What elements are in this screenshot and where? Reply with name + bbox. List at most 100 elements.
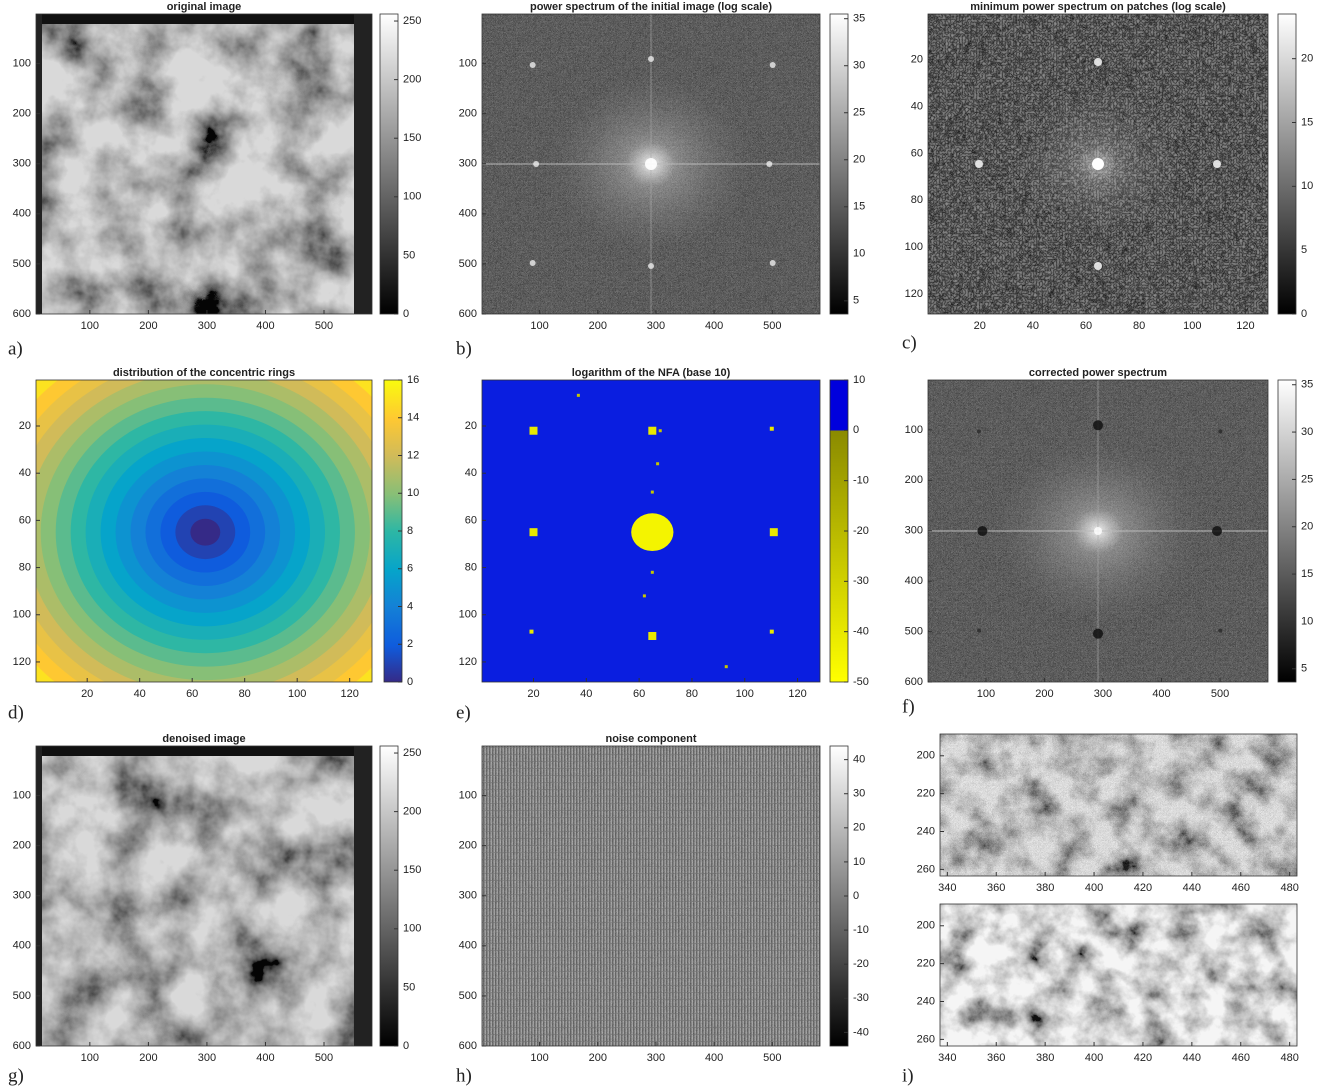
y-tick-label: 60 bbox=[465, 514, 477, 526]
colorbar-tick-label: 14 bbox=[407, 412, 419, 424]
spot bbox=[977, 429, 981, 433]
panel-label: a) bbox=[8, 338, 23, 359]
panel-label: c) bbox=[902, 332, 917, 353]
y-tick-label: 120 bbox=[13, 656, 31, 668]
panel-title: denoised image bbox=[162, 733, 245, 745]
y-tick-label: 80 bbox=[911, 194, 923, 206]
y-tick-label: 220 bbox=[917, 958, 935, 970]
colorbar-tick-label: 8 bbox=[407, 525, 413, 537]
colorbar-tick-label: 5 bbox=[1301, 244, 1307, 256]
x-tick-label: 100 bbox=[288, 688, 306, 700]
x-tick-label: 80 bbox=[686, 688, 698, 700]
panel-label: h) bbox=[456, 1065, 472, 1086]
x-tick-label: 400 bbox=[256, 320, 274, 332]
colorbar-tick-label: 250 bbox=[403, 15, 421, 27]
colorbar-tick-label: 50 bbox=[403, 981, 415, 993]
x-tick-label: 100 bbox=[530, 320, 548, 332]
panel-title: noise component bbox=[605, 733, 696, 745]
colorbar-tick-label: 20 bbox=[853, 154, 865, 166]
panel-label: e) bbox=[456, 702, 471, 723]
image bbox=[482, 380, 820, 682]
x-tick-label: 460 bbox=[1232, 882, 1250, 894]
spot bbox=[766, 161, 772, 167]
x-tick-label: 400 bbox=[705, 1052, 723, 1064]
x-tick-label: 440 bbox=[1183, 1052, 1201, 1064]
y-tick-label: 80 bbox=[19, 561, 31, 573]
colorbar-tick-label: 15 bbox=[853, 201, 865, 213]
y-tick-label: 220 bbox=[917, 788, 935, 800]
image-border bbox=[354, 14, 372, 314]
colorbar-tick-label: 200 bbox=[403, 806, 421, 818]
colorbar bbox=[1278, 380, 1296, 682]
colorbar-tick-label: -20 bbox=[853, 958, 869, 970]
y-tick-label: 20 bbox=[911, 54, 923, 66]
y-tick-label: 120 bbox=[459, 656, 477, 668]
nfa-spot bbox=[648, 632, 656, 640]
image-border bbox=[354, 746, 372, 1046]
colorbar-tick-label: 30 bbox=[1301, 426, 1313, 438]
nfa-blob bbox=[631, 513, 673, 551]
colorbar-tick-label: 15 bbox=[1301, 116, 1313, 128]
y-tick-label: 200 bbox=[459, 108, 477, 120]
spot bbox=[530, 62, 536, 68]
spot bbox=[975, 160, 983, 168]
y-tick-label: 600 bbox=[905, 676, 923, 688]
y-tick-label: 100 bbox=[905, 241, 923, 253]
nfa-dot bbox=[643, 594, 646, 597]
colorbar-tick-label: 20 bbox=[853, 822, 865, 834]
x-tick-label: 40 bbox=[580, 688, 592, 700]
y-tick-label: 240 bbox=[917, 825, 935, 837]
panel-title: minimum power spectrum on patches (log s… bbox=[970, 1, 1226, 13]
colorbar-tick-label: 0 bbox=[1301, 308, 1307, 320]
colorbar-tick-label: 0 bbox=[853, 424, 859, 436]
panel-title: corrected power spectrum bbox=[1029, 367, 1167, 379]
x-tick-label: 440 bbox=[1183, 882, 1201, 894]
x-tick-label: 200 bbox=[139, 1052, 157, 1064]
x-tick-label: 20 bbox=[974, 320, 986, 332]
image bbox=[928, 380, 1268, 682]
x-tick-label: 40 bbox=[134, 688, 146, 700]
y-tick-label: 120 bbox=[905, 288, 923, 300]
nfa-dot bbox=[651, 491, 654, 494]
colorbar bbox=[380, 14, 398, 314]
y-tick-label: 600 bbox=[459, 308, 477, 320]
x-tick-label: 120 bbox=[341, 688, 359, 700]
nfa-spot bbox=[529, 528, 537, 536]
nfa-spot bbox=[770, 630, 774, 634]
colorbar-tick-label: 100 bbox=[403, 191, 421, 203]
colorbar-tick-label: 0 bbox=[403, 1040, 409, 1052]
x-tick-label: 120 bbox=[1236, 320, 1254, 332]
spot bbox=[977, 629, 981, 633]
colorbar-tick-label: 200 bbox=[403, 74, 421, 86]
x-tick-label: 40 bbox=[1027, 320, 1039, 332]
colorbar-tick-label: 20 bbox=[1301, 521, 1313, 533]
y-tick-label: 40 bbox=[19, 467, 31, 479]
nfa-spot bbox=[770, 528, 778, 536]
x-tick-label: 20 bbox=[527, 688, 539, 700]
colorbar-tick-label: 0 bbox=[853, 890, 859, 902]
y-tick-label: 600 bbox=[459, 1040, 477, 1052]
x-tick-label: 300 bbox=[1094, 688, 1112, 700]
nfa-dot bbox=[725, 665, 728, 668]
spot bbox=[770, 260, 776, 266]
nfa-dot bbox=[659, 429, 662, 432]
image-shade bbox=[36, 746, 372, 1046]
y-tick-label: 500 bbox=[13, 258, 31, 270]
x-tick-label: 80 bbox=[1133, 320, 1145, 332]
y-tick-label: 100 bbox=[459, 57, 477, 69]
y-tick-label: 100 bbox=[13, 789, 31, 801]
x-tick-label: 400 bbox=[705, 320, 723, 332]
y-tick-label: 400 bbox=[13, 208, 31, 220]
spot bbox=[1093, 629, 1103, 639]
spot bbox=[1094, 58, 1102, 66]
x-tick-label: 500 bbox=[315, 320, 333, 332]
colorbar-tick-label: 35 bbox=[853, 13, 865, 25]
image-shade bbox=[36, 14, 372, 314]
y-tick-label: 100 bbox=[459, 789, 477, 801]
panel-title: logarithm of the NFA (base 10) bbox=[572, 367, 731, 379]
x-tick-label: 360 bbox=[987, 1052, 1005, 1064]
spot bbox=[1218, 429, 1222, 433]
colorbar-tick-label: 30 bbox=[853, 60, 865, 72]
figure: 100200300400500100200300400500600origina… bbox=[0, 0, 1335, 1088]
colorbar-tick-label: 10 bbox=[1301, 180, 1313, 192]
